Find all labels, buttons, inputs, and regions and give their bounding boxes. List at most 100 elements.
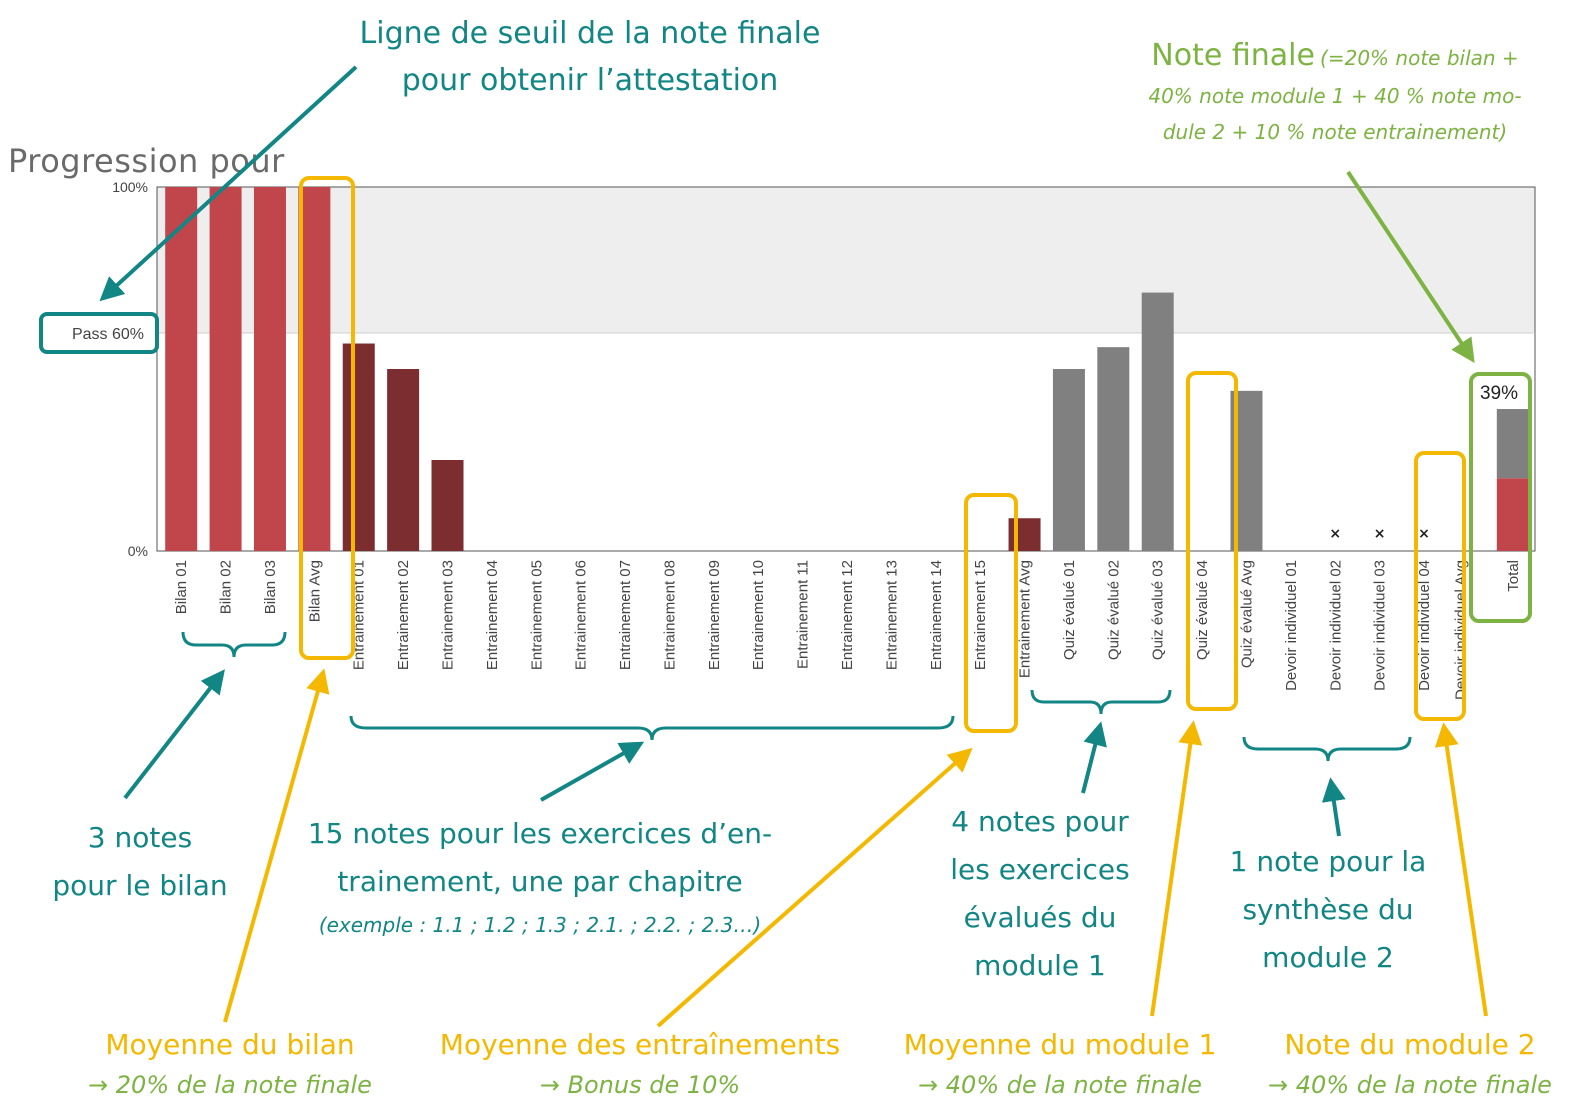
annotation-avg-entr: Moyenne des entraînements → Bonus de 10% bbox=[430, 1025, 850, 1105]
bar-entrainement-02 bbox=[387, 369, 420, 551]
x-label-entrainement-06: Entrainement 06 bbox=[573, 560, 590, 670]
annotation-threshold-line1: Ligne de seuil de la note finale bbox=[359, 16, 821, 51]
x-label-entrainement-09: Entrainement 09 bbox=[706, 560, 723, 670]
arrow-avg-entr bbox=[656, 747, 973, 1028]
box-entr-avg bbox=[964, 493, 1018, 733]
box-bilan-avg bbox=[299, 176, 355, 660]
arrow-threshold bbox=[99, 65, 358, 302]
box-quiz-avg bbox=[1186, 371, 1238, 711]
arrow-bilan-count bbox=[123, 669, 225, 800]
bar-entrainement-03 bbox=[431, 460, 464, 551]
box-total bbox=[1469, 372, 1532, 623]
bar-bilan-01 bbox=[165, 187, 198, 551]
total-value-label: 39% bbox=[1480, 383, 1518, 404]
x-label-quiz-evalue-02: Quiz évalué 02 bbox=[1105, 560, 1122, 660]
annotation-entr-example: (exemple : 1.1 ; 1.2 ; 1.3 ; 2.1. ; 2.2.… bbox=[318, 913, 762, 937]
annotation-final-formula3: dule 2 + 10 % note entrainement) bbox=[1162, 120, 1508, 144]
arrow-avg-mod1 bbox=[1150, 720, 1203, 1017]
x-label-entrainement-avg: Entrainement Avg bbox=[1017, 560, 1034, 678]
bar-quiz-evalue-02 bbox=[1097, 347, 1130, 551]
arrow-devoir-count bbox=[1321, 777, 1346, 837]
pass-label-box bbox=[39, 312, 159, 354]
annotation-devoir-count-line3: module 2 bbox=[1262, 941, 1394, 974]
marker-devoir-individuel-04: × bbox=[1418, 526, 1430, 542]
x-label-devoir-individuel-03: Devoir individuel 03 bbox=[1372, 560, 1389, 691]
x-label-devoir-individuel-01: Devoir individuel 01 bbox=[1283, 560, 1300, 691]
bar-bilan-avg bbox=[298, 187, 331, 551]
x-label-entrainement-05: Entrainement 05 bbox=[528, 560, 545, 670]
x-label-total: Total bbox=[1505, 560, 1522, 592]
x-label-quiz-evalue-03: Quiz évalué 03 bbox=[1150, 560, 1167, 660]
annotation-quiz-count-line4: module 1 bbox=[974, 949, 1106, 982]
x-label-entrainement-14: Entrainement 14 bbox=[928, 560, 945, 670]
y-tick-100: 100% bbox=[112, 179, 148, 195]
annotation-threshold-line2: pour obtenir l’attestation bbox=[401, 63, 779, 98]
y-tick-0: 0% bbox=[128, 543, 148, 559]
annotation-devoir-count-line1: 1 note pour la bbox=[1229, 845, 1427, 878]
annotation-final-title: Note finale bbox=[1151, 38, 1315, 73]
box-devoir-avg bbox=[1414, 451, 1466, 721]
x-label-devoir-individuel-02: Devoir individuel 02 bbox=[1327, 560, 1344, 691]
x-label-devoir-individuel-avg: Devoir individuel Avg bbox=[1452, 560, 1469, 700]
x-label-bilan-02: Bilan 02 bbox=[218, 560, 235, 614]
x-label-devoir-individuel-04: Devoir individuel 04 bbox=[1416, 560, 1433, 691]
x-label-entrainement-10: Entrainement 10 bbox=[750, 560, 767, 670]
annotation-avg-entr-sub: → Bonus de 10% bbox=[539, 1071, 741, 1099]
annotation-avg-mod2-title: Note du module 2 bbox=[1284, 1028, 1536, 1061]
annotation-quiz-count-line3: évalués du bbox=[963, 901, 1117, 934]
arrow-quiz-count bbox=[1081, 721, 1107, 794]
arrow-avg-mod2 bbox=[1434, 722, 1488, 1017]
bar-quiz-evalue-01 bbox=[1052, 369, 1085, 551]
bar-total-reste bbox=[1496, 409, 1529, 479]
annotation-avg-mod1: Moyenne du module 1 → 40% de la note fin… bbox=[890, 1025, 1230, 1105]
x-label-bilan-avg: Bilan Avg bbox=[306, 560, 323, 622]
annotation-final-formula1: (=20% note bilan + bbox=[1320, 46, 1519, 70]
annotation-avg-mod1-title: Moyenne du module 1 bbox=[903, 1028, 1217, 1061]
x-label-quiz-evalue-04: Quiz évalué 04 bbox=[1194, 560, 1211, 660]
annotation-bilan-count-line1: 3 notes bbox=[87, 821, 193, 854]
x-label-entrainement-15: Entrainement 15 bbox=[972, 560, 989, 670]
brace-bilan bbox=[181, 631, 287, 658]
annotation-final: Note finale (=20% note bilan + 40% note … bbox=[1115, 38, 1555, 150]
x-label-bilan-03: Bilan 03 bbox=[262, 560, 279, 614]
annotation-avg-bilan-sub: → 20% de la note finale bbox=[88, 1071, 372, 1099]
bar-bilan-03 bbox=[253, 187, 286, 551]
bar-total-bilan bbox=[1496, 478, 1529, 551]
brace-quiz bbox=[1030, 689, 1172, 715]
x-label-entrainement-11: Entrainement 11 bbox=[795, 560, 812, 669]
pass-label: Pass 60% bbox=[72, 326, 144, 343]
x-label-entrainement-07: Entrainement 07 bbox=[617, 560, 634, 670]
annotation-avg-bilan-title: Moyenne du bilan bbox=[105, 1028, 355, 1061]
arrow-entr-count bbox=[540, 741, 645, 802]
brace-devoir bbox=[1242, 736, 1412, 762]
arrow-final bbox=[1346, 170, 1475, 364]
annotation-avg-mod2: Note du module 2 → 40% de la note finale bbox=[1250, 1025, 1570, 1105]
marker-devoir-individuel-02: × bbox=[1329, 526, 1341, 542]
annotation-quiz-count-line2: les exercices bbox=[950, 853, 1130, 886]
x-label-bilan-01: Bilan 01 bbox=[173, 560, 190, 614]
annotation-bilan-count: 3 notes pour le bilan bbox=[20, 814, 260, 910]
annotation-final-formula2: 40% note module 1 + 40 % note mo- bbox=[1148, 84, 1522, 108]
x-label-entrainement-12: Entrainement 12 bbox=[839, 560, 856, 670]
annotation-entr-count-line2: trainement, une par chapitre bbox=[337, 865, 743, 898]
bar-entrainement-01 bbox=[342, 343, 375, 551]
annotation-devoir-count: 1 note pour la synthèse du module 2 bbox=[1200, 838, 1456, 982]
pass-zone bbox=[157, 187, 1535, 333]
x-label-quiz-evalue-01: Quiz évalué 01 bbox=[1061, 560, 1078, 660]
annotation-avg-bilan: Moyenne du bilan → 20% de la note finale bbox=[60, 1025, 400, 1105]
annotation-entr-count: 15 notes pour les exercices d’en- traine… bbox=[280, 810, 800, 944]
x-label-entrainement-13: Entrainement 13 bbox=[883, 560, 900, 670]
bar-quiz-evalue-03 bbox=[1141, 292, 1174, 551]
x-label-entrainement-08: Entrainement 08 bbox=[661, 560, 678, 670]
annotation-bilan-count-line2: pour le bilan bbox=[52, 869, 228, 902]
x-label-entrainement-02: Entrainement 02 bbox=[395, 560, 412, 670]
annotation-final-row1: Note finale (=20% note bilan + bbox=[1115, 38, 1555, 78]
annotation-devoir-count-line2: synthèse du bbox=[1242, 893, 1414, 926]
annotation-threshold: Ligne de seuil de la note finale pour ob… bbox=[330, 10, 850, 104]
arrow-avg-bilan bbox=[223, 668, 330, 1023]
x-label-entrainement-03: Entrainement 03 bbox=[440, 560, 457, 670]
bar-entrainement-avg bbox=[1008, 518, 1041, 551]
x-label-quiz-evalue-avg: Quiz évalué Avg bbox=[1238, 560, 1255, 668]
marker-devoir-individuel-03: × bbox=[1374, 526, 1386, 542]
